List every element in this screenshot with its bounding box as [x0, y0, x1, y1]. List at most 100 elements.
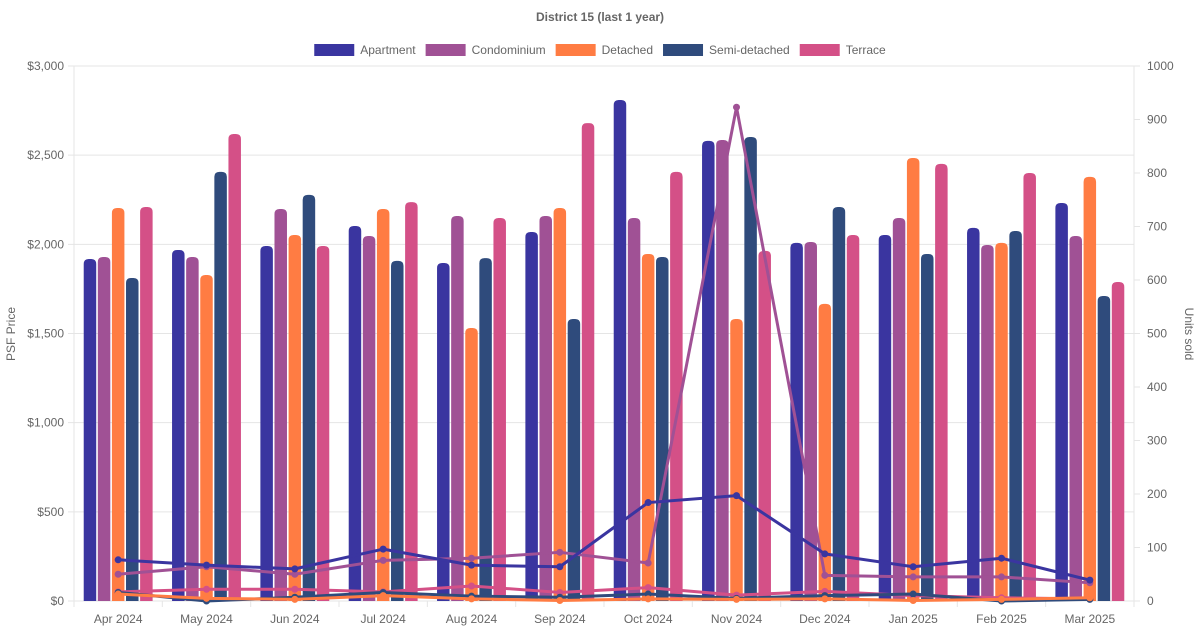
x-tick-label: Aug 2024 — [446, 612, 498, 626]
legend-swatch-detached — [555, 44, 596, 56]
y-tick-label: $1,000 — [27, 416, 64, 430]
point-detached — [114, 590, 122, 598]
legend-label-detached: Detached — [602, 43, 653, 57]
bar-detached — [906, 158, 920, 601]
point-apartment — [821, 550, 829, 558]
bar-detached — [730, 319, 743, 601]
point-terrace — [291, 585, 299, 593]
bar-semi-detached — [302, 194, 316, 601]
point-apartment — [998, 554, 1005, 562]
bar-apartment — [1055, 202, 1068, 601]
x-tick-label: May 2024 — [180, 612, 233, 626]
bar-detached — [288, 235, 302, 601]
bar-terrace — [140, 207, 153, 602]
point-condominium — [821, 571, 829, 579]
point-apartment — [468, 561, 475, 569]
y-axis-title: PSF Price — [4, 307, 18, 361]
bar-semi-detached — [214, 171, 227, 601]
bar-semi-detached — [1097, 296, 1111, 601]
bar-terrace — [1023, 173, 1036, 601]
bar-semi-detached — [1009, 230, 1022, 602]
bar-condominium — [186, 256, 199, 601]
y2-tick-label: 600 — [1147, 273, 1167, 287]
point-terrace — [203, 585, 210, 593]
bar-condominium — [892, 217, 906, 601]
line-apartment — [118, 494, 1091, 582]
point-detached — [733, 595, 740, 603]
y2-tick-label: 700 — [1147, 220, 1167, 234]
point-apartment — [644, 499, 652, 507]
point-detached — [998, 595, 1005, 603]
y2-tick-label: 200 — [1147, 487, 1167, 501]
legend-swatch-terrace — [799, 44, 840, 56]
bar-condominium — [451, 215, 464, 601]
x-tick-label: Oct 2024 — [624, 612, 673, 626]
bar-terrace — [846, 235, 860, 601]
y2-tick-label: 300 — [1147, 434, 1167, 448]
bar-apartment — [878, 235, 892, 601]
y2-tick-label: 100 — [1147, 541, 1167, 555]
y-tick-label: $3,000 — [27, 59, 64, 73]
bar-condominium — [539, 215, 552, 601]
bar-condominium — [97, 256, 111, 601]
point-condominium — [998, 573, 1005, 581]
y2-tick-label: 400 — [1147, 380, 1167, 394]
x-tick-label: Sep 2024 — [534, 612, 586, 626]
point-apartment — [379, 545, 387, 553]
point-detached — [379, 592, 387, 600]
x-tick-label: Feb 2025 — [976, 612, 1027, 626]
bar-apartment — [525, 232, 538, 602]
y2-tick-label: 900 — [1147, 113, 1167, 127]
bar-apartment — [702, 140, 715, 601]
point-detached — [556, 596, 564, 604]
point-terrace — [468, 582, 475, 590]
bar-terrace — [758, 250, 771, 601]
bar-semi-detached — [126, 278, 139, 601]
bar-condominium — [362, 235, 376, 601]
point-condominium — [114, 570, 122, 578]
bar-detached — [553, 207, 567, 601]
line-detached — [118, 592, 1090, 602]
bar-detached — [818, 303, 832, 601]
y-tick-label: $1,500 — [27, 327, 64, 341]
x-tick-label: Apr 2024 — [94, 612, 143, 626]
point-apartment — [556, 563, 564, 571]
point-detached — [821, 595, 829, 603]
point-apartment — [1086, 576, 1094, 584]
bar-apartment — [967, 227, 980, 601]
bar-detached — [111, 207, 125, 601]
legend-label-apartment: Apartment — [360, 43, 416, 57]
point-detached — [909, 596, 917, 604]
bar-semi-detached — [656, 256, 669, 601]
bar-condominium — [981, 245, 994, 601]
legend-label-terrace: Terrace — [846, 43, 886, 57]
bar-semi-detached — [744, 136, 757, 601]
point-terrace — [644, 584, 652, 592]
y2-tick-label: 0 — [1147, 594, 1154, 608]
line-condominium — [118, 105, 1090, 585]
bar-apartment — [437, 263, 450, 601]
legend: Apartment Condominium Detached Semi-detache… — [314, 43, 886, 57]
bar-condominium — [1069, 235, 1082, 601]
bar-semi-detached — [921, 253, 934, 602]
y-axis-left: $0 $500 $1,000 $1,500 $2,000 $2,500 $3,000 — [27, 59, 64, 608]
bar-terrace — [935, 163, 948, 601]
bar-terrace — [405, 202, 418, 601]
legend-label-semi-detached: Semi-detached — [709, 43, 790, 57]
bar-detached — [465, 327, 478, 601]
y2-tick-label: 1000 — [1147, 59, 1174, 73]
bar-condominium — [716, 140, 729, 601]
bar-apartment — [260, 245, 273, 601]
point-condominium — [733, 103, 740, 111]
point-apartment — [114, 556, 122, 564]
bar-terrace — [228, 133, 241, 601]
point-condominium — [379, 556, 387, 564]
bar-apartment — [348, 225, 362, 601]
point-semi-detached — [909, 590, 917, 598]
bar-detached — [1083, 176, 1097, 601]
bar-apartment — [83, 258, 97, 601]
bar-condominium — [627, 217, 641, 601]
y-tick-label: $0 — [51, 594, 65, 608]
point-semi-detached — [644, 590, 652, 598]
